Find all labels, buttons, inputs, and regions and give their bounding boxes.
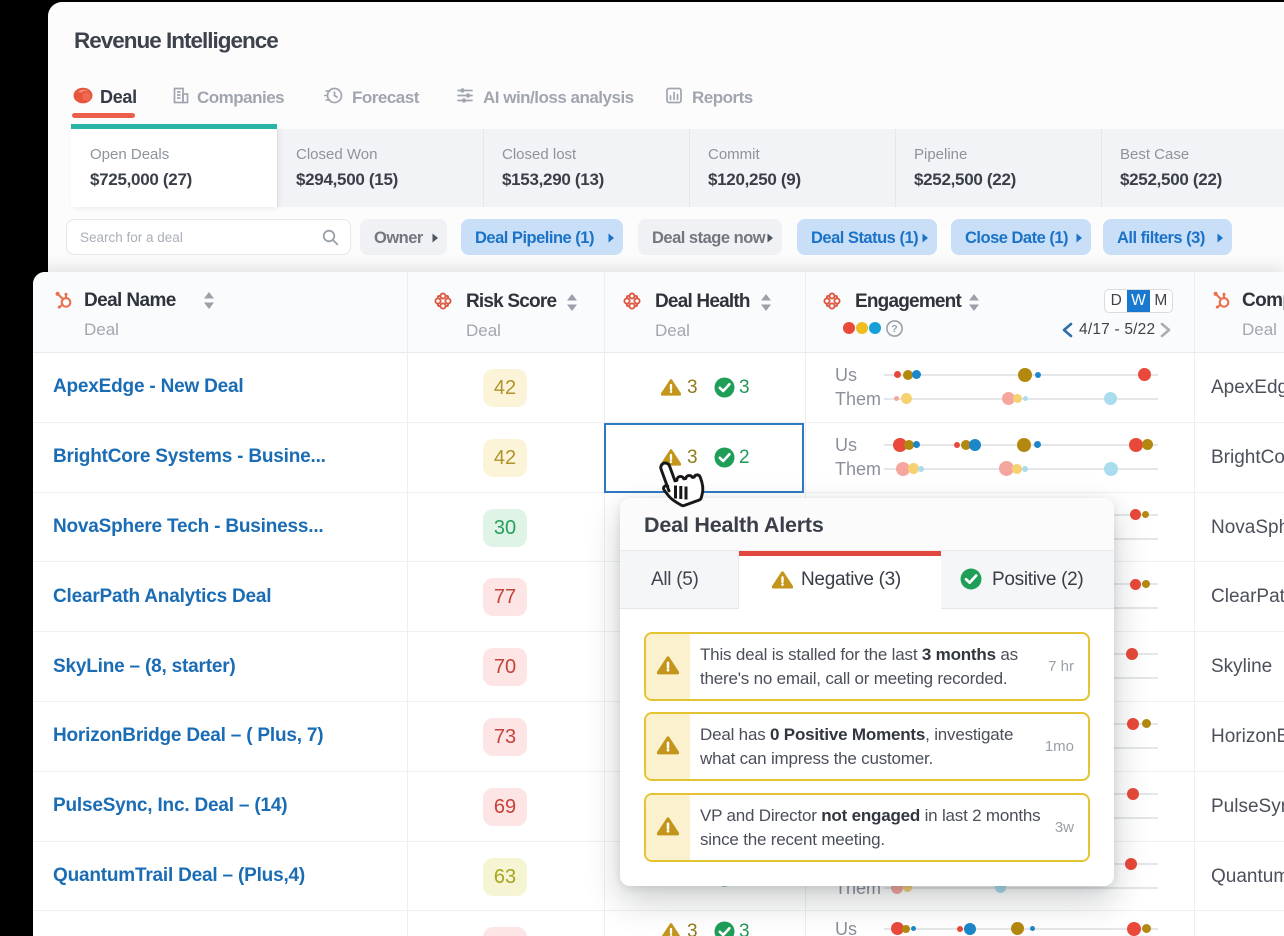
svg-text:?: ? bbox=[891, 323, 897, 335]
